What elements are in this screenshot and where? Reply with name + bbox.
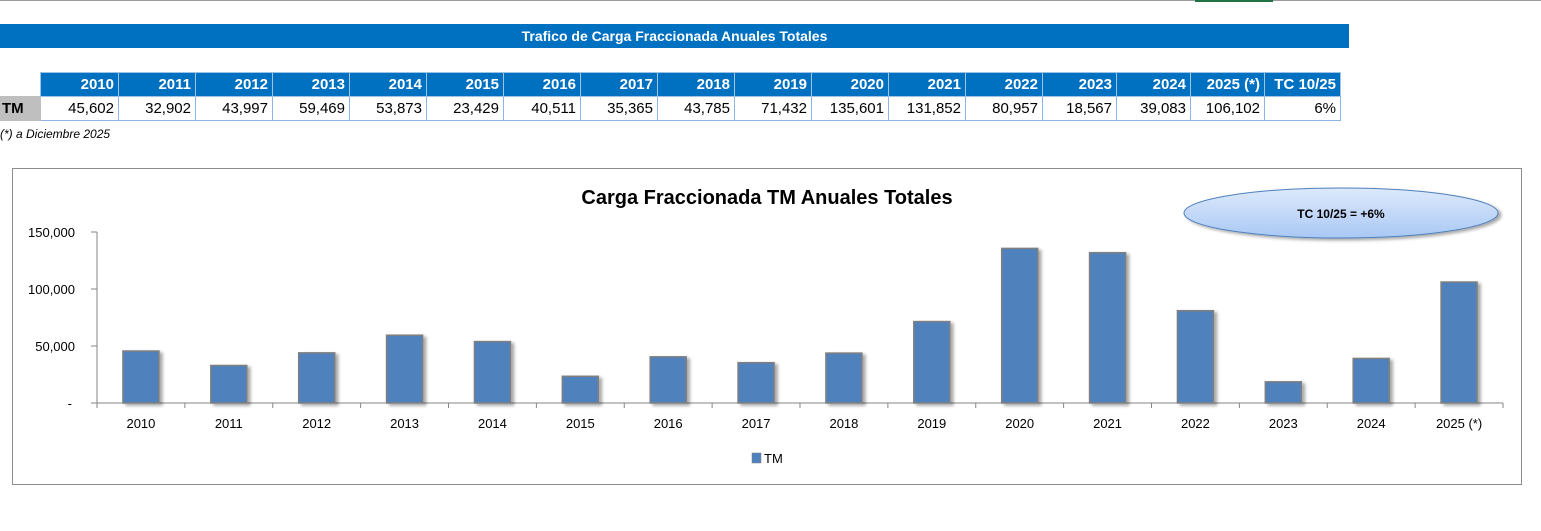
table-header-tc-10-25[interactable]: TC 10/25 xyxy=(1264,72,1341,97)
bar-2022[interactable] xyxy=(1176,309,1215,404)
bar-2024[interactable] xyxy=(1352,357,1390,404)
x-tick-label: 2024 xyxy=(1357,416,1386,431)
x-tick-label: 2016 xyxy=(654,416,683,431)
legend-swatch-tm xyxy=(751,452,762,464)
data-table: 2010 2011 2012 2013 2014 2015 2016 2017 2018 2019… xyxy=(0,72,1341,121)
table-cell[interactable]: 135,601 xyxy=(811,96,889,121)
legend-label-tm: TM xyxy=(764,451,783,466)
table-cell[interactable]: 71,432 xyxy=(734,96,812,121)
table-header-row: 2010 2011 2012 2013 2014 2015 2016 2017 2018 2019… xyxy=(0,72,1341,97)
x-tick-label: 2017 xyxy=(742,416,771,431)
x-tick-label: 2021 xyxy=(1093,416,1122,431)
table-cell[interactable]: 59,469 xyxy=(272,96,350,121)
bar-2010[interactable] xyxy=(122,350,160,404)
row-label-tm[interactable]: TM xyxy=(0,96,41,121)
y-tick-label: - xyxy=(68,396,72,411)
x-axis: 2010 2011 2012 2013 2014 2015 2016 2017 2018 2019… xyxy=(96,402,1504,431)
x-tick-label: 2012 xyxy=(302,416,331,431)
table-cell[interactable]: 53,873 xyxy=(349,96,427,121)
table-header-2014[interactable]: 2014 xyxy=(349,72,427,97)
table-corner-cell[interactable] xyxy=(0,72,41,97)
y-tick-label: 100,000 xyxy=(28,282,75,297)
table-header-2019[interactable]: 2019 xyxy=(734,72,812,97)
x-tick-label: 2011 xyxy=(215,416,243,431)
bar-2019[interactable] xyxy=(913,320,951,404)
x-tick-label: 2010 xyxy=(126,416,155,431)
sheet-top-border xyxy=(0,0,1541,1)
table-cell[interactable]: 35,365 xyxy=(580,96,658,121)
sheet-title: Trafico de Carga Fraccionada Anuales Tot… xyxy=(0,24,1349,48)
bar-2016[interactable] xyxy=(649,356,687,404)
bar-2012[interactable] xyxy=(297,352,336,404)
bar-2014[interactable] xyxy=(473,340,512,404)
table-cell[interactable]: 18,567 xyxy=(1042,96,1117,121)
footnote: (*) a Diciembre 2025 xyxy=(0,127,111,141)
bar-2021[interactable] xyxy=(1088,251,1127,404)
legend[interactable]: TM xyxy=(751,451,783,466)
sheet-tab-indicator xyxy=(1195,0,1273,2)
x-tick-label: 2019 xyxy=(917,416,946,431)
table-cell[interactable]: 43,997 xyxy=(195,96,273,121)
x-tick-label: 2025 (*) xyxy=(1436,416,1482,431)
table-cell[interactable]: 39,083 xyxy=(1116,96,1191,121)
bar-2023[interactable] xyxy=(1264,381,1303,404)
table-cell[interactable]: 32,902 xyxy=(118,96,196,121)
table-cell[interactable]: 23,429 xyxy=(426,96,504,121)
x-tick-label: 2022 xyxy=(1181,416,1210,431)
table-cell[interactable]: 6% xyxy=(1264,96,1341,121)
bar-series-tm xyxy=(122,247,1478,404)
table-header-2015[interactable]: 2015 xyxy=(426,72,504,97)
bar-2018[interactable] xyxy=(825,352,863,404)
annotation-text: TC 10/25 = +6% xyxy=(1297,207,1385,221)
y-tick-label: 50,000 xyxy=(35,339,75,354)
bar-2025[interactable] xyxy=(1440,281,1478,404)
annotation-callout[interactable]: TC 10/25 = +6% xyxy=(1183,187,1499,239)
x-tick-label: 2020 xyxy=(1005,416,1034,431)
chart-title: Carga Fraccionada TM Anuales Totales xyxy=(581,187,952,209)
table-header-2016[interactable]: 2016 xyxy=(503,72,581,97)
y-axis: - 50,000 100,000 150,000 xyxy=(28,225,98,411)
table-header-2021[interactable]: 2021 xyxy=(888,72,966,97)
table-cell[interactable]: 40,511 xyxy=(503,96,581,121)
table-header-2022[interactable]: 2022 xyxy=(965,72,1043,97)
y-tick-label: 150,000 xyxy=(28,225,75,240)
bar-2020[interactable] xyxy=(1000,247,1039,404)
table-header-2017[interactable]: 2017 xyxy=(580,72,658,97)
table-cell[interactable]: 106,102 xyxy=(1190,96,1265,121)
table-header-2010[interactable]: 2010 xyxy=(40,72,119,97)
bar-2013[interactable] xyxy=(385,334,424,404)
table-header-2020[interactable]: 2020 xyxy=(811,72,889,97)
x-tick-label: 2023 xyxy=(1269,416,1298,431)
bar-2015[interactable] xyxy=(561,375,600,404)
table-row: TM 45,602 32,902 43,997 59,469 53,873 23,429 4… xyxy=(0,96,1341,121)
bar-2017[interactable] xyxy=(737,361,775,404)
table-header-2011[interactable]: 2011 xyxy=(118,72,196,97)
table-cell[interactable]: 80,957 xyxy=(965,96,1043,121)
annotation-ellipse[interactable] xyxy=(1183,187,1499,239)
table-cell[interactable]: 45,602 xyxy=(40,96,119,121)
x-tick-label: 2013 xyxy=(390,416,419,431)
bar-2011[interactable] xyxy=(210,364,248,404)
x-tick-label: 2015 xyxy=(566,416,595,431)
x-tick-label: 2014 xyxy=(478,416,507,431)
x-tick-label: 2018 xyxy=(829,416,858,431)
